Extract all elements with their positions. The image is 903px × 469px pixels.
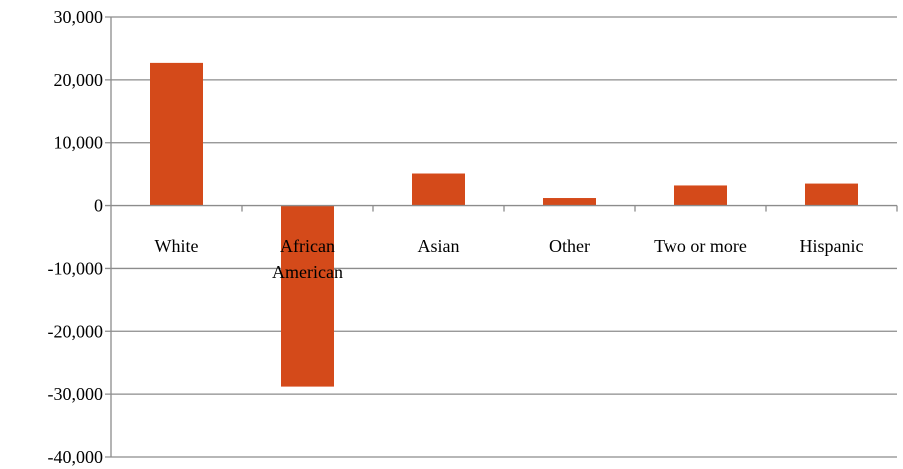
category-label: White bbox=[155, 236, 199, 256]
category-label: Asian bbox=[418, 236, 460, 256]
bar-african-american bbox=[281, 205, 334, 387]
y-tick-labels: 30,000 20,000 10,000 0 -10,000 -20,000 -30,000… bbox=[48, 7, 104, 467]
y-tick-label: 10,000 bbox=[54, 133, 104, 153]
gridlines bbox=[105, 16, 897, 458]
bar-other bbox=[543, 198, 596, 206]
axes bbox=[105, 17, 898, 457]
bar-white bbox=[150, 62, 203, 206]
category-label: American bbox=[272, 262, 343, 282]
y-tick-label: -20,000 bbox=[48, 321, 104, 341]
bar-two-or-more bbox=[674, 185, 727, 206]
category-label: Other bbox=[549, 236, 590, 256]
y-tick-label: -40,000 bbox=[48, 447, 104, 467]
bar-asian bbox=[412, 173, 465, 206]
category-label: African bbox=[280, 236, 335, 256]
y-tick-label: 20,000 bbox=[54, 70, 104, 90]
y-tick-label: 0 bbox=[94, 196, 103, 216]
category-labels: White African American Asian Other Two or mor… bbox=[155, 236, 864, 282]
bars bbox=[150, 62, 858, 387]
y-tick-label: 30,000 bbox=[54, 7, 104, 27]
bar-hispanic bbox=[805, 183, 858, 206]
y-tick-label: -30,000 bbox=[48, 384, 104, 404]
y-tick-label: -10,000 bbox=[48, 258, 104, 278]
category-label: Two or more bbox=[654, 236, 747, 256]
category-label: Hispanic bbox=[800, 236, 864, 256]
